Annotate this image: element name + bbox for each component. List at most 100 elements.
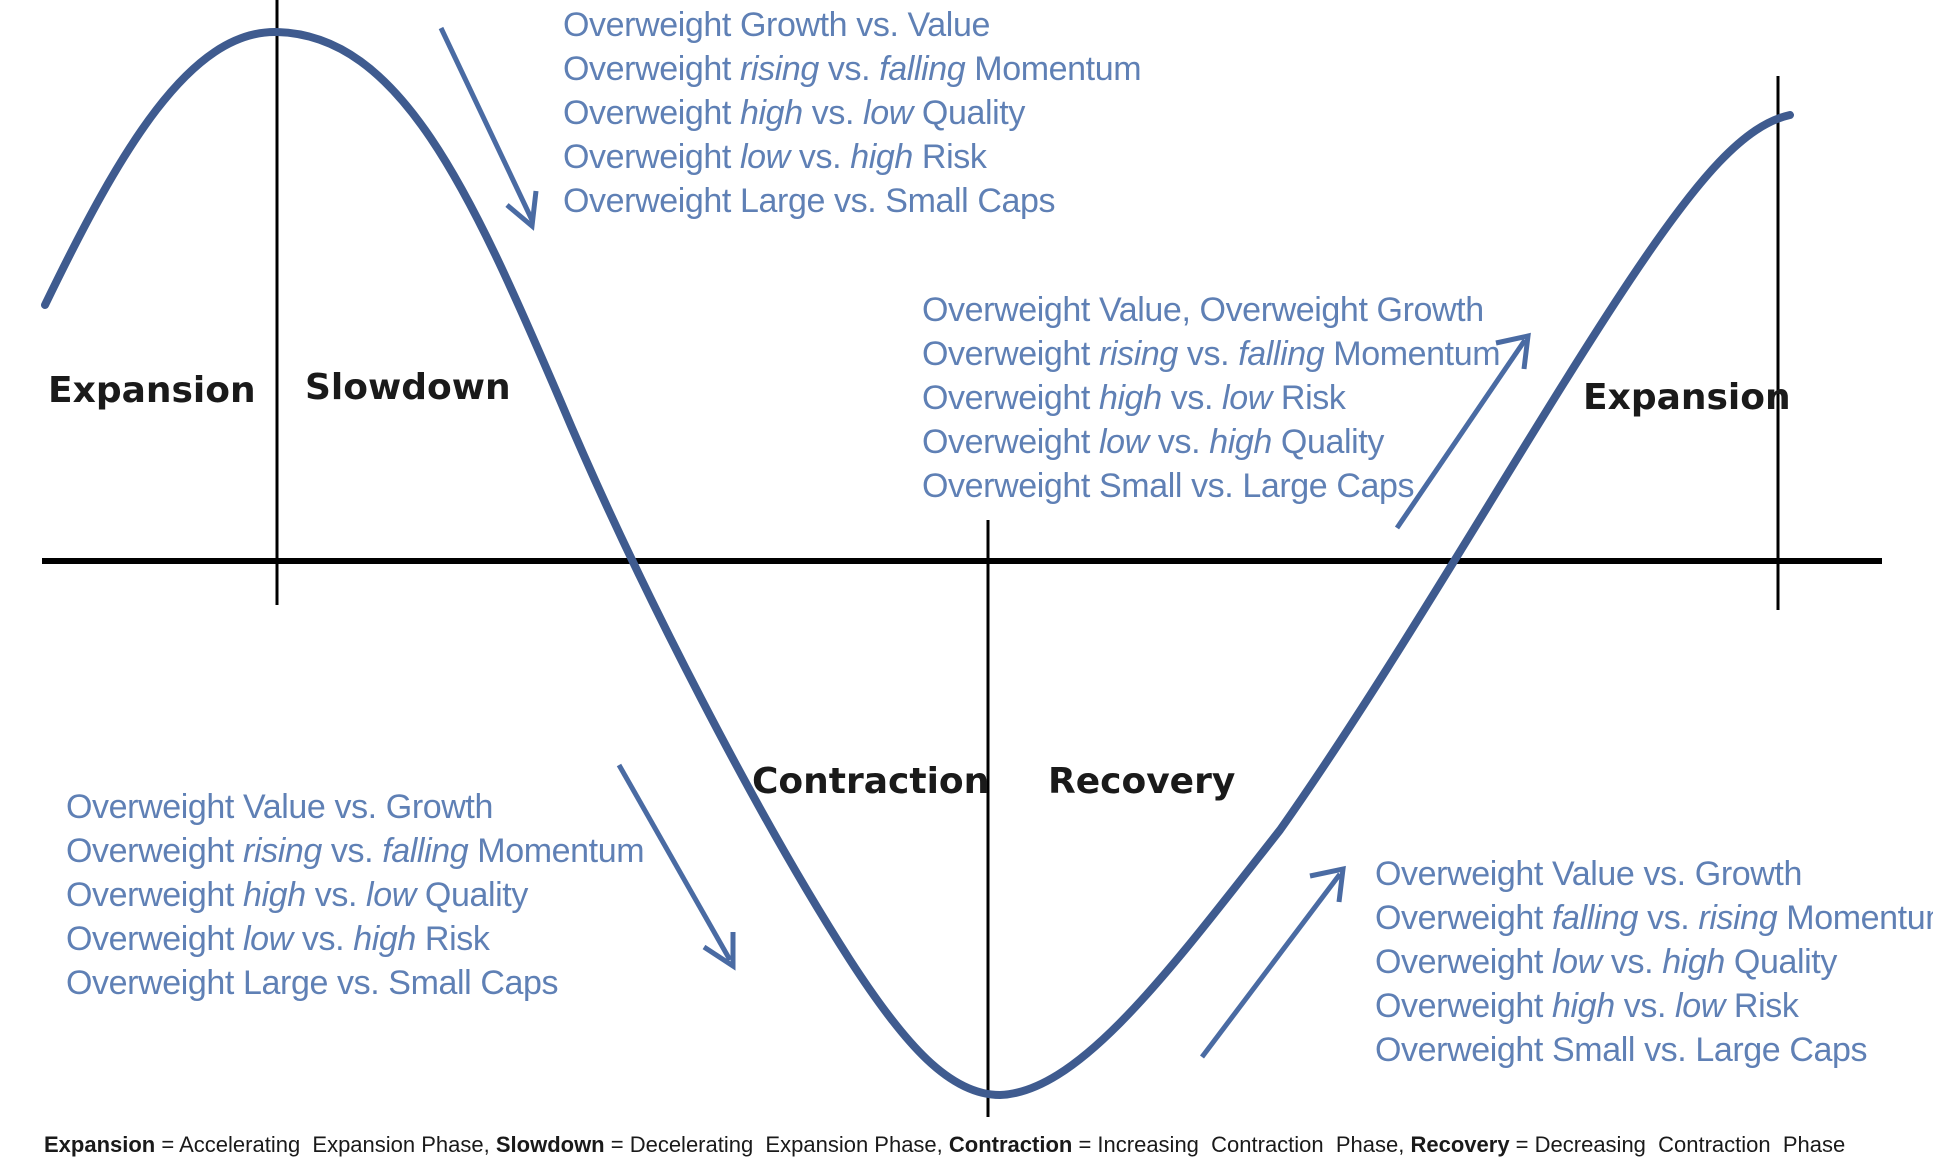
strategy-text-segment: Overweight	[563, 94, 740, 132]
business-cycle-curve	[41, 27, 1794, 1100]
strategy-text-segment: vs.	[293, 920, 353, 958]
strategy-text-segment: Overweight	[1375, 943, 1552, 981]
strategy-text-segment: Quality	[1272, 423, 1384, 461]
phase-label-slowdown: Slowdown	[305, 367, 511, 408]
strategy-italic-term: low	[1675, 987, 1728, 1025]
legend-def-contraction: = Increasing Contraction Phase,	[1072, 1132, 1410, 1157]
arrow-recovery	[1200, 865, 1346, 1059]
strategy-italic-term: falling	[1552, 899, 1639, 937]
strategy-line-contraction-2: Overweight rising vs. falling Momentum	[66, 832, 644, 870]
arrow-contraction	[616, 763, 736, 971]
strategy-italic-term: high	[740, 94, 803, 132]
strategy-italic-term: low	[863, 94, 916, 132]
strategy-italic-term: falling	[879, 50, 966, 88]
strategy-italic-term: low	[1552, 943, 1605, 981]
strategy-italic-term: low	[1222, 379, 1275, 417]
strategy-italic-term: rising	[740, 50, 819, 88]
strategy-italic-term: falling	[382, 832, 469, 870]
strategy-italic-term: high	[243, 876, 306, 914]
strategy-text-segment: Overweight	[563, 50, 740, 88]
strategy-text-segment: Momentum	[1324, 335, 1500, 373]
strategy-block-contraction: Overweight Value vs. Growth Overweight ri…	[66, 788, 645, 1002]
strategy-italic-term: low	[740, 138, 793, 176]
strategy-text-segment: Overweight	[563, 138, 740, 176]
strategy-block-recovery: Overweight Value vs. Growth Overweight fa…	[1375, 855, 1933, 1069]
strategy-text-segment: vs.	[790, 138, 850, 176]
strategy-text-segment: Overweight Value vs. Growth	[66, 788, 493, 826]
strategy-text-segment: vs.	[1602, 943, 1662, 981]
strategy-line-recovery-2: Overweight falling vs. rising Momentum	[1375, 899, 1933, 937]
strategy-block-expansion: Overweight Value, Overweight Growth Overw…	[922, 291, 1501, 505]
strategy-italic-term: high	[353, 920, 416, 958]
strategy-text-segment: Overweight Large vs. Small Caps	[563, 182, 1055, 220]
strategy-text-segment: vs.	[1638, 899, 1698, 937]
strategy-italic-term: high	[1209, 423, 1272, 461]
strategy-text-segment: vs.	[1149, 423, 1209, 461]
legend-term-contraction: Contraction	[949, 1132, 1072, 1157]
strategy-block-slowdown: Overweight Growth vs. Value Overweight ri…	[563, 6, 1142, 220]
strategy-line-expansion-1: Overweight Value, Overweight Growth	[922, 291, 1484, 329]
strategy-text-segment: Overweight	[922, 379, 1099, 417]
strategy-text-segment: Overweight	[66, 832, 243, 870]
strategy-line-slowdown-2: Overweight rising vs. falling Momentum	[563, 50, 1141, 88]
strategy-line-slowdown-5: Overweight Large vs. Small Caps	[563, 182, 1055, 220]
strategy-text-segment: Momentum	[965, 50, 1141, 88]
legend: Expansion = Accelerating Expansion Phase…	[44, 1132, 1845, 1157]
strategy-text-segment: Overweight Growth vs. Value	[563, 6, 990, 44]
strategy-text-segment: Overweight	[922, 423, 1099, 461]
phase-label-expansion-right: Expansion	[1583, 377, 1791, 418]
arrow-slowdown	[438, 26, 539, 231]
strategy-line-recovery-3: Overweight low vs. high Quality	[1375, 943, 1837, 981]
legend-def-slowdown: = Decelerating Expansion Phase,	[605, 1132, 949, 1157]
strategy-italic-term: high	[850, 138, 913, 176]
strategy-text-segment: Overweight	[1375, 987, 1552, 1025]
strategy-text-segment: Risk	[416, 920, 491, 958]
strategy-text-segment: Overweight	[1375, 899, 1552, 937]
strategy-text-segment: Momentum	[468, 832, 644, 870]
strategy-line-expansion-4: Overweight low vs. high Quality	[922, 423, 1384, 461]
strategy-text-segment: Overweight	[66, 876, 243, 914]
strategy-line-recovery-4: Overweight high vs. low Risk	[1375, 987, 1800, 1025]
legend-term-recovery: Recovery	[1410, 1132, 1510, 1157]
strategy-line-contraction-3: Overweight high vs. low Quality	[66, 876, 528, 914]
strategy-line-expansion-3: Overweight high vs. low Risk	[922, 379, 1347, 417]
legend-term-slowdown: Slowdown	[496, 1132, 605, 1157]
strategy-text-segment: Overweight Small vs. Large Caps	[922, 467, 1414, 505]
strategy-text-segment: Overweight Value, Overweight Growth	[922, 291, 1484, 329]
strategy-line-contraction-1: Overweight Value vs. Growth	[66, 788, 493, 826]
strategy-line-expansion-2: Overweight rising vs. falling Momentum	[922, 335, 1500, 373]
strategy-text-segment: vs.	[1615, 987, 1675, 1025]
strategy-text-segment: vs.	[803, 94, 863, 132]
strategy-text-segment: Quality	[913, 94, 1025, 132]
strategy-text-segment: Overweight Small vs. Large Caps	[1375, 1031, 1867, 1069]
strategy-line-recovery-5: Overweight Small vs. Large Caps	[1375, 1031, 1867, 1069]
strategy-italic-term: high	[1662, 943, 1725, 981]
legend-def-recovery: = Decreasing Contraction Phase	[1510, 1132, 1846, 1157]
strategy-italic-term: low	[366, 876, 419, 914]
strategy-line-slowdown-3: Overweight high vs. low Quality	[563, 94, 1025, 132]
strategy-italic-term: high	[1099, 379, 1162, 417]
strategy-text-segment: Overweight	[66, 920, 243, 958]
strategy-text-segment: Risk	[913, 138, 988, 176]
strategy-text-segment: Momentum	[1777, 899, 1933, 937]
strategy-text-segment: Risk	[1725, 987, 1800, 1025]
strategy-text-segment: vs.	[306, 876, 366, 914]
arrow-expansion	[1394, 332, 1531, 530]
strategy-text-segment: Quality	[1725, 943, 1837, 981]
strategy-line-recovery-1: Overweight Value vs. Growth	[1375, 855, 1802, 893]
strategy-italic-term: rising	[243, 832, 322, 870]
legend-term-expansion: Expansion	[44, 1132, 155, 1157]
legend-def-expansion: = Accelerating Expansion Phase,	[155, 1132, 496, 1157]
strategy-italic-term: high	[1552, 987, 1615, 1025]
strategy-line-slowdown-4: Overweight low vs. high Risk	[563, 138, 988, 176]
strategy-italic-term: low	[1099, 423, 1152, 461]
phase-label-contraction: Contraction	[752, 761, 989, 802]
strategy-text-segment: Risk	[1272, 379, 1347, 417]
strategy-italic-term: falling	[1238, 335, 1325, 373]
strategy-text-segment: Overweight Large vs. Small Caps	[66, 964, 558, 1002]
strategy-line-expansion-5: Overweight Small vs. Large Caps	[922, 467, 1414, 505]
strategy-italic-term: rising	[1698, 899, 1777, 937]
strategy-text-segment: vs.	[819, 50, 879, 88]
phase-label-recovery: Recovery	[1048, 761, 1235, 802]
